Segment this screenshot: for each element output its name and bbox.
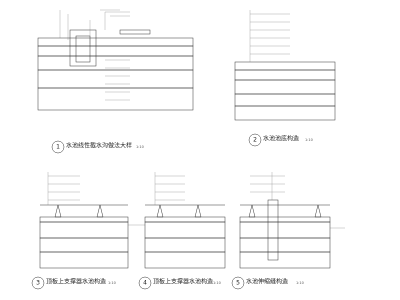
detail-scale: 1:10	[296, 281, 304, 285]
detail-scale: 1:10	[136, 145, 144, 149]
detail-title: 水池池底构造	[263, 135, 299, 143]
detail-scale: 1:10	[213, 281, 221, 285]
detail-number: 1	[56, 144, 60, 151]
detail-1-section	[37, 9, 194, 154]
detail-title: 顶板上支撑器水池构造	[153, 278, 213, 286]
detail-number: 5	[236, 280, 240, 287]
detail-2-section	[234, 10, 336, 147]
detail-scale: 1:10	[305, 138, 313, 142]
detail-scale: 1:10	[108, 281, 116, 285]
detail-5-section	[231, 172, 345, 290]
detail-title: 水池伸缩缝构造	[246, 278, 288, 286]
detail-number: 3	[36, 280, 40, 287]
detail-title: 顶板上支撑器水池构造	[46, 278, 106, 286]
detail-number: 2	[253, 137, 257, 144]
detail-3-section	[31, 172, 145, 290]
detail-4-section	[138, 172, 226, 290]
detail-number: 4	[143, 280, 147, 287]
detail-title: 水池线性截水沟做法大样	[66, 142, 132, 150]
